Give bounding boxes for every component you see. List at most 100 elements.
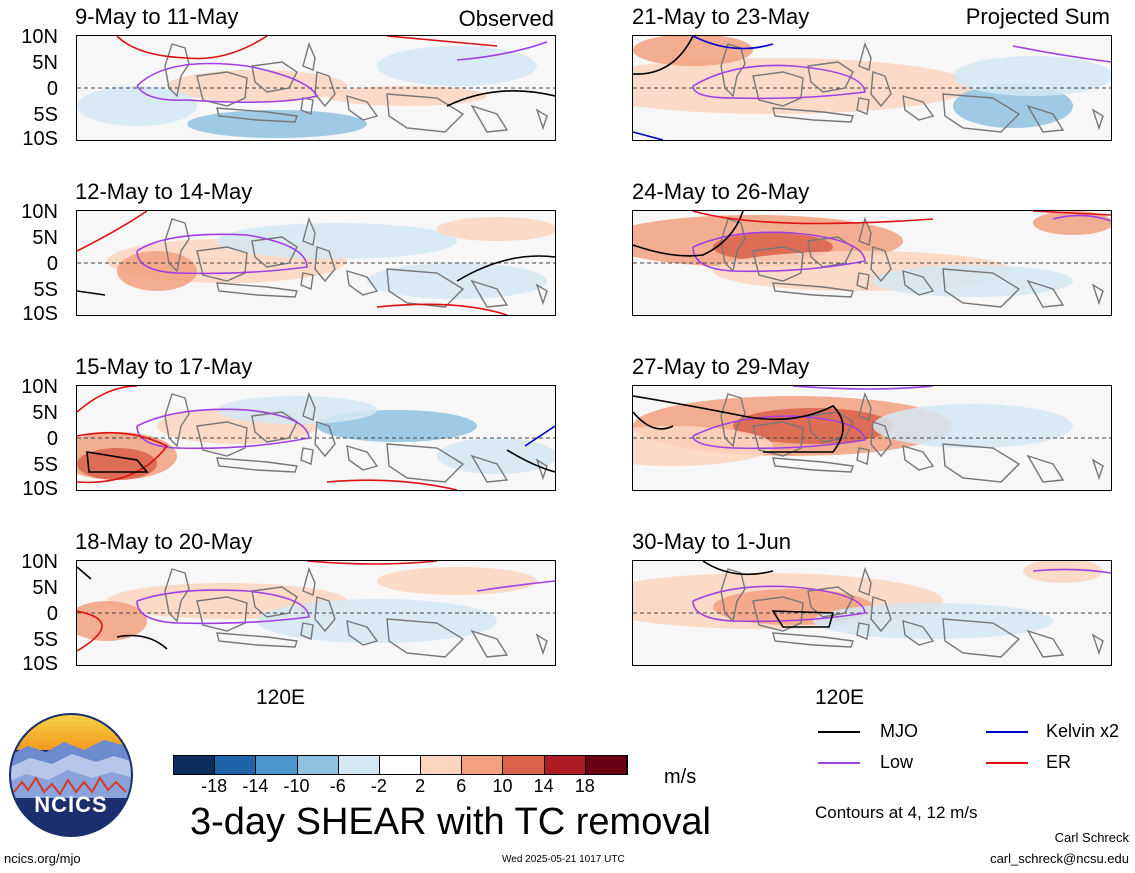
coastline <box>346 445 379 471</box>
coastline <box>856 447 870 465</box>
lon-label-right: 120E <box>815 686 865 709</box>
coastline <box>470 104 509 133</box>
coastline <box>807 61 854 93</box>
lat-label: 5N <box>32 577 58 599</box>
contour-line <box>116 634 168 650</box>
contour-line <box>692 231 866 273</box>
coastline <box>346 270 379 296</box>
contour-line <box>1012 45 1111 63</box>
coastline <box>752 421 804 457</box>
contour-line <box>476 580 555 592</box>
panel-title-left-2: 12-May to 14-May <box>75 179 253 204</box>
shear-anomaly-region <box>1023 561 1103 583</box>
colorbar-tick-label: -2 <box>370 776 387 796</box>
contour-line <box>326 479 458 490</box>
contour-line <box>633 131 664 140</box>
panel-title-left-4: 18-May to 20-May <box>75 529 253 554</box>
lat-label: 10S <box>22 303 58 325</box>
coastline <box>870 246 892 283</box>
coastline <box>1091 633 1104 656</box>
colorbar-swatch <box>256 756 298 774</box>
coastline <box>870 421 892 458</box>
contour-line <box>136 408 310 450</box>
projected-sum-label: Projected Sum <box>965 4 1110 29</box>
coastline <box>216 107 298 123</box>
lat-label: 5N <box>32 52 58 74</box>
coastline <box>314 421 336 458</box>
coastline <box>314 71 336 108</box>
coastline <box>251 61 298 93</box>
coastline <box>720 43 746 98</box>
legend-kelvin-line <box>986 731 1028 733</box>
coastline <box>752 596 804 632</box>
contour-line <box>1052 214 1111 222</box>
coastline <box>314 596 336 633</box>
shear-anomaly-region <box>77 86 197 126</box>
contour-line <box>77 386 138 413</box>
contour-line <box>633 36 694 75</box>
shear-anomaly-region <box>633 58 973 114</box>
legend-low-label: Low <box>880 752 914 772</box>
contour-line <box>692 64 866 100</box>
legend-mjo-label: MJO <box>880 721 918 741</box>
coastline <box>1026 104 1065 133</box>
colorbar-tick-label: 2 <box>415 776 426 796</box>
coastline <box>856 97 870 115</box>
coastline <box>470 454 509 483</box>
shear-anomaly-region <box>167 70 347 102</box>
ncics-logo: NCICS <box>8 712 134 838</box>
colorbar-swatch <box>503 756 545 774</box>
coastline <box>902 95 935 121</box>
coastline <box>164 218 190 273</box>
map-panel-right-2 <box>632 210 1112 316</box>
lat-label: 10N <box>21 26 58 48</box>
contour-line <box>136 589 310 625</box>
shear-anomaly-region <box>953 56 1111 96</box>
colorbar-swatch <box>215 756 257 774</box>
coastline <box>470 279 509 308</box>
map-panel-right-1 <box>632 35 1112 141</box>
lat-label: 0 <box>46 253 58 275</box>
contour-line <box>692 585 866 623</box>
observed-label: Observed <box>458 6 554 31</box>
coastline <box>720 218 746 273</box>
map-panel-left-1 <box>76 35 556 141</box>
map-panel-left-4 <box>76 560 556 666</box>
colorbar-swatch <box>544 756 586 774</box>
main-title: 3-day SHEAR with TC removal <box>190 801 711 843</box>
footer-site-link[interactable]: ncics.org/mjo <box>4 851 81 866</box>
colorbar-tick-label: -14 <box>242 776 269 796</box>
lat-label: 5N <box>32 227 58 249</box>
coastline <box>858 41 872 71</box>
contour-line <box>116 36 268 60</box>
lat-label: 0 <box>46 78 58 100</box>
coastline <box>302 566 316 596</box>
colorbar-swatch <box>462 756 504 774</box>
coastline <box>856 272 870 290</box>
contour-line <box>376 303 508 315</box>
coastline <box>807 236 854 268</box>
contour-line <box>77 566 92 580</box>
colorbar-tick-label: 6 <box>456 776 467 796</box>
contour-line <box>1032 211 1111 216</box>
logo-text: NCICS <box>34 792 108 817</box>
panel-title-right-1: 21-May to 23-May <box>632 4 810 29</box>
coastline <box>251 411 298 443</box>
contour-line <box>77 610 103 652</box>
contour-line <box>386 36 498 47</box>
colorbar-tick-label: -6 <box>329 776 346 796</box>
legend-er-label: ER <box>1046 752 1072 772</box>
contour-line <box>633 211 744 257</box>
lat-label: 10N <box>21 551 58 573</box>
panel-title-right-2: 24-May to 26-May <box>632 179 810 204</box>
coastline <box>942 268 1021 308</box>
coastline <box>942 618 1021 658</box>
footer-email[interactable]: carl_schreck@ncsu.edu <box>990 851 1129 866</box>
coastline <box>535 633 548 656</box>
contour-line <box>506 449 555 473</box>
contour-line <box>456 41 548 61</box>
coastline <box>902 445 935 471</box>
lat-label: 10S <box>22 128 58 150</box>
lat-label: 5S <box>33 629 58 651</box>
coastline <box>302 391 316 421</box>
